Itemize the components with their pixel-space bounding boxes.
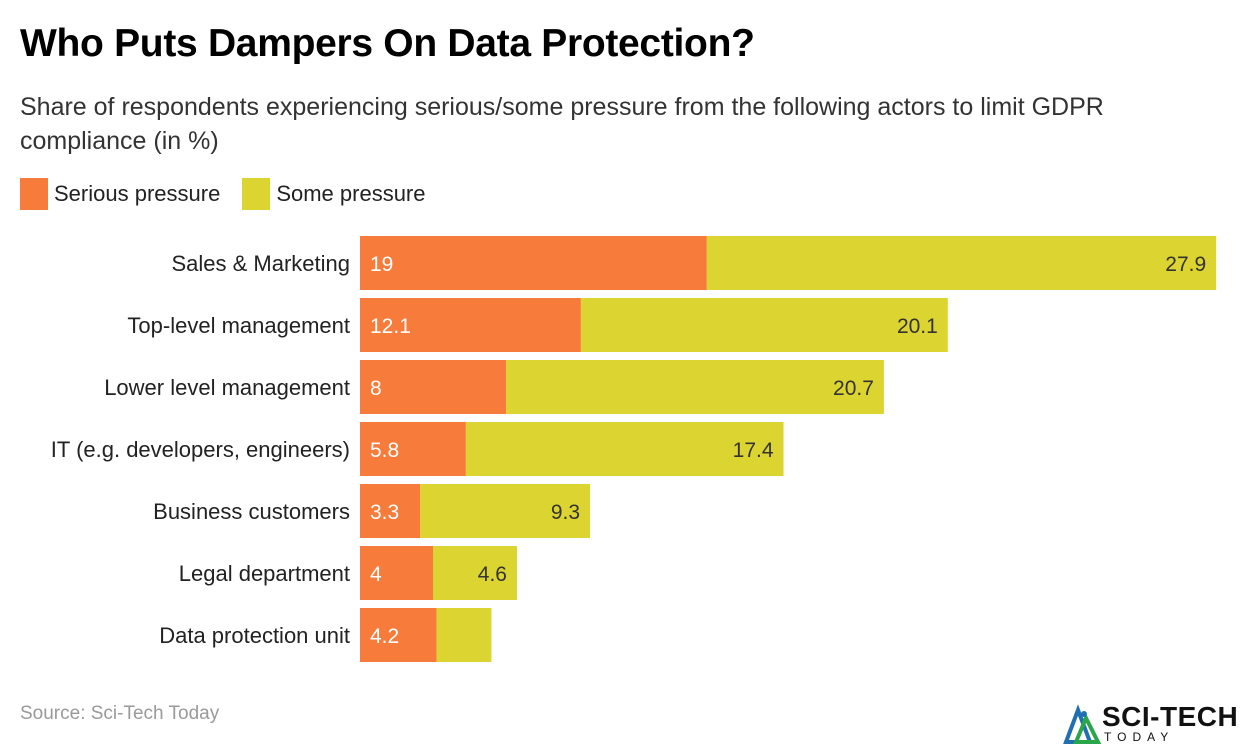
logo-tagline: TODAY xyxy=(1104,730,1175,744)
bar-some xyxy=(580,298,948,352)
bar-some xyxy=(420,484,591,538)
chart-title: Who Puts Dampers On Data Protection? xyxy=(20,22,755,65)
category-label: Top-level management xyxy=(127,313,350,338)
category-label: Data protection unit xyxy=(159,623,350,648)
legend-item-serious: Serious pressure xyxy=(20,178,220,210)
value-label-some: 27.9 xyxy=(1165,253,1206,276)
bar-serious xyxy=(360,298,581,352)
logo-mark-icon xyxy=(1063,704,1102,744)
logo-name: SCI-TECH xyxy=(1102,701,1239,732)
bar-some xyxy=(433,546,517,600)
value-label-serious: 19 xyxy=(370,253,393,276)
brand-logo: SCI-TECH TODAY xyxy=(1062,700,1239,748)
legend-swatch-some xyxy=(242,178,271,210)
value-label-serious: 5.8 xyxy=(370,439,399,462)
category-label: Sales & Marketing xyxy=(171,251,350,276)
category-label: Legal department xyxy=(179,561,350,586)
legend-item-some: Some pressure xyxy=(242,178,426,210)
value-label-some: 9.3 xyxy=(551,501,580,524)
bar-serious xyxy=(360,236,707,290)
source-note: Source: Sci-Tech Today xyxy=(20,703,220,724)
value-label-serious: 8 xyxy=(370,377,382,400)
value-label-serious: 4.2 xyxy=(370,625,399,648)
bar-serious xyxy=(360,608,437,662)
bar-serious xyxy=(360,484,421,538)
bar-some xyxy=(465,422,784,476)
bar-serious xyxy=(360,422,466,476)
bar-chart: Sales & Marketing 19 27.9 Top-level managem… xyxy=(51,236,1217,662)
legend-label-some: Some pressure xyxy=(276,181,426,206)
chart-subtitle: Share of respondents experiencing seriou… xyxy=(20,93,1104,155)
bar-some xyxy=(706,236,1217,290)
value-label-some: 20.1 xyxy=(897,315,938,338)
category-label: Lower level management xyxy=(104,375,350,400)
category-label: IT (e.g. developers, engineers) xyxy=(51,437,350,462)
bar-some xyxy=(506,360,884,414)
value-label-serious: 12.1 xyxy=(370,315,411,338)
value-label-some: 20.7 xyxy=(833,377,874,400)
bar-serious xyxy=(360,546,434,600)
category-label: Business customers xyxy=(153,499,350,524)
legend-label-serious: Serious pressure xyxy=(54,181,221,206)
value-label-some: 17.4 xyxy=(733,439,774,462)
bar-some xyxy=(436,608,492,662)
value-label-serious: 4 xyxy=(370,563,382,586)
legend-swatch-serious xyxy=(20,178,48,210)
bar-serious xyxy=(360,360,507,414)
value-label-serious: 3.3 xyxy=(370,501,399,524)
value-label-some: 4.6 xyxy=(478,563,507,586)
legend: Serious pressure Some pressure xyxy=(20,178,426,210)
